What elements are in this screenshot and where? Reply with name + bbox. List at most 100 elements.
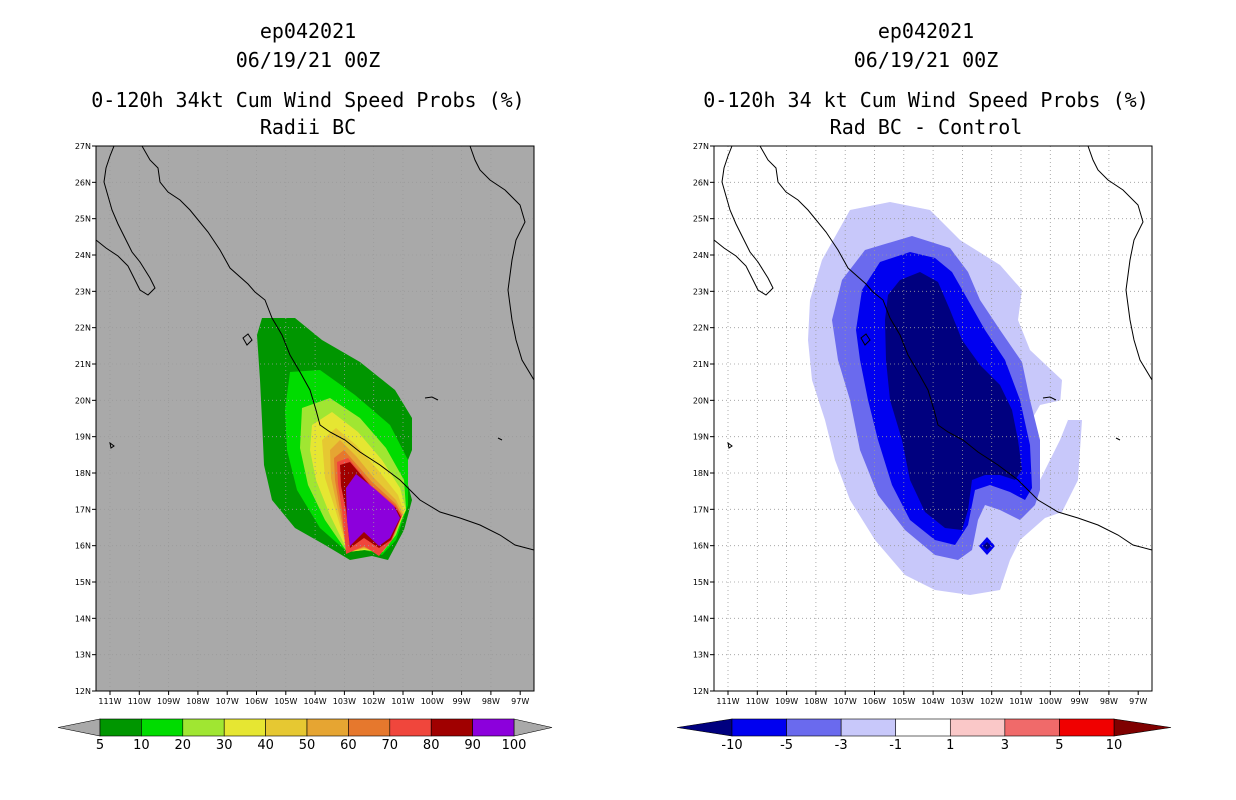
right-colorbar-label: -1 (889, 738, 902, 753)
left-lon-label: 109W (157, 697, 180, 706)
right-colorbar: -10 -5 -3 -1 1 3 5 10 (676, 718, 1172, 753)
right-lon-label: 109W (775, 697, 798, 706)
right-colorbar-segment (895, 718, 951, 737)
right-lat-label: 18N (693, 469, 709, 478)
left-colorbar-label: 5 (96, 738, 104, 753)
left-lon-label: 104W (304, 697, 327, 706)
right-colorbar-segment (840, 718, 897, 737)
right-lat-label: 25N (693, 215, 709, 224)
right-lat-label: 16N (693, 542, 709, 551)
left-lat-label: 18N (75, 469, 91, 478)
right-title-line1: 0-120h 34 kt Cum Wind Speed Probs (%) (703, 88, 1149, 112)
left-lon-label: 98W (482, 697, 500, 706)
right-lon-label: 104W (922, 697, 945, 706)
left-lat-label: 15N (75, 578, 91, 587)
left-lon-label: 101W (391, 697, 414, 706)
right-difference-contours (808, 202, 1082, 595)
right-lon-label: 108W (804, 697, 827, 706)
right-lat-label: 21N (693, 360, 709, 369)
right-lon-label: 100W (1039, 697, 1062, 706)
left-lat-label: 26N (75, 178, 91, 187)
right-axis-ticks: 27N 26N 25N 24N 23N 22N 21N 20N 19N 18N 17N 16N 15N 1… (693, 142, 1148, 706)
right-storm-id: ep042021 (877, 19, 975, 43)
right-lon-label: 97W (1129, 697, 1147, 706)
left-lat-label: 17N (75, 505, 91, 514)
left-title-line1: 0-120h 34kt Cum Wind Speed Probs (%) (91, 88, 525, 112)
left-colorbar-label: 60 (340, 738, 357, 753)
left-lon-label: 100W (421, 697, 444, 706)
left-lat-label: 13N (75, 651, 91, 660)
left-lon-label: 102W (362, 697, 385, 706)
right-lat-label: 20N (693, 396, 709, 405)
left-lat-label: 27N (75, 142, 91, 151)
left-title-line2: Radii BC (259, 115, 357, 139)
left-island-2 (424, 396, 439, 401)
left-lat-label: 20N (75, 396, 91, 405)
left-lon-label: 110W (128, 697, 151, 706)
left-island-1 (242, 333, 253, 346)
left-colorbar-label: 70 (382, 738, 399, 753)
right-lon-label: 98W (1100, 697, 1118, 706)
left-axis-ticks: 27N 26N 25N 24N 23N 22N 21N 20N 19N 18N 17N 16N 15N 1… (75, 142, 530, 706)
right-lon-label: 107W (834, 697, 857, 706)
left-lat-label: 24N (75, 251, 91, 260)
left-colorbar-label: 10 (133, 738, 150, 753)
left-lat-label: 19N (75, 433, 91, 442)
right-contour-minus10 (885, 272, 1022, 530)
right-colorbar-segment (1059, 718, 1115, 737)
right-colorbar-segment (1004, 718, 1060, 737)
left-coastline (96, 146, 534, 551)
right-lon-label: 102W (980, 697, 1003, 706)
right-lat-label: 19N (693, 433, 709, 442)
right-colorbar-over-arrow (1113, 718, 1172, 737)
left-lon-label: 107W (216, 697, 239, 706)
right-colorbar-label: 10 (1106, 738, 1123, 753)
left-island-3 (109, 441, 115, 449)
left-contour-90 (346, 474, 400, 546)
left-mainland-coast (141, 146, 534, 551)
right-lat-lon-grid (714, 146, 1152, 691)
right-coastline (714, 146, 1152, 551)
left-lat-lon-grid (96, 146, 534, 691)
left-lat-label: 14N (75, 614, 91, 623)
right-colorbar-label: -3 (835, 738, 848, 753)
left-colorbar-label: 40 (257, 738, 274, 753)
left-colorbar-segment (472, 718, 515, 737)
right-lon-label: 99W (1071, 697, 1089, 706)
right-island-2 (1042, 396, 1057, 401)
left-lon-label: 103W (333, 697, 356, 706)
right-colorbar-segment (786, 718, 842, 737)
left-storm-id: ep042021 (259, 19, 357, 43)
left-lon-label: 97W (511, 697, 529, 706)
left-lon-label: 106W (245, 697, 268, 706)
left-lat-label: 12N (75, 687, 91, 696)
left-gulf-coast (469, 146, 534, 381)
left-lat-label: 23N (75, 287, 91, 296)
left-lon-label: 108W (186, 697, 209, 706)
right-lon-label: 103W (951, 697, 974, 706)
left-colorbar-label: 100 (502, 738, 527, 753)
right-lon-label: 101W (1009, 697, 1032, 706)
right-lon-label: 110W (746, 697, 769, 706)
right-lat-label: 22N (693, 324, 709, 333)
right-lat-label: 24N (693, 251, 709, 260)
left-colorbar-label: 20 (175, 738, 192, 753)
right-island-4 (1115, 437, 1121, 441)
right-lon-label: 106W (863, 697, 886, 706)
right-title-line2: Rad BC - Control (829, 115, 1023, 139)
left-colorbar-label: 90 (464, 738, 481, 753)
right-lat-label: 27N (693, 142, 709, 151)
right-colorbar-label: -5 (780, 738, 793, 753)
right-lon-label: 111W (716, 697, 739, 706)
right-lat-label: 15N (693, 578, 709, 587)
right-lat-label: 23N (693, 287, 709, 296)
right-lat-label: 26N (693, 178, 709, 187)
right-lat-label: 14N (693, 614, 709, 623)
right-mainland-coast (759, 146, 1152, 551)
right-title-block: ep042021 06/19/21 00Z 0-120h 34 kt Cum W… (676, 17, 1176, 142)
left-lat-label: 16N (75, 542, 91, 551)
right-date: 06/19/21 00Z (853, 48, 999, 72)
left-lon-label: 105W (274, 697, 297, 706)
